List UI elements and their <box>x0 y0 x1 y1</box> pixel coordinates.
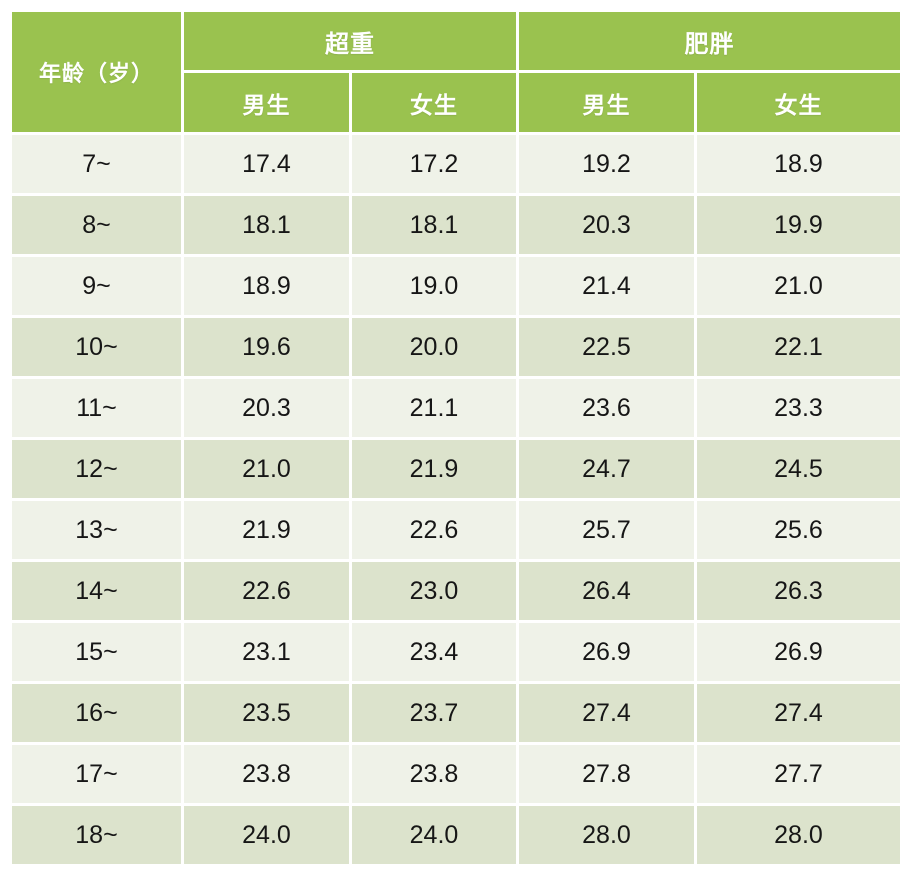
cell-overweight-male: 18.9 <box>184 257 352 318</box>
cell-overweight-male: 20.3 <box>184 379 352 440</box>
cell-obesity-male: 28.0 <box>519 806 697 864</box>
cell-overweight-male: 24.0 <box>184 806 352 864</box>
cell-overweight-male: 23.1 <box>184 623 352 684</box>
cell-age: 16~ <box>12 684 184 745</box>
cell-overweight-male: 22.6 <box>184 562 352 623</box>
cell-obesity-female: 26.9 <box>697 623 900 684</box>
cell-obesity-female: 25.6 <box>697 501 900 562</box>
cell-overweight-male: 19.6 <box>184 318 352 379</box>
cell-age: 11~ <box>12 379 184 440</box>
cell-overweight-male: 21.9 <box>184 501 352 562</box>
cell-overweight-female: 23.4 <box>352 623 519 684</box>
cell-obesity-male: 26.4 <box>519 562 697 623</box>
cell-overweight-female: 20.0 <box>352 318 519 379</box>
cell-obesity-male: 19.2 <box>519 135 697 196</box>
header-row-subgroups: 男生 女生 男生 女生 <box>12 73 900 135</box>
table-body: 7~ 17.4 17.2 19.2 18.9 8~ 18.1 18.1 20.3… <box>12 135 900 864</box>
header-age: 年龄（岁） <box>12 12 184 135</box>
cell-overweight-female: 23.0 <box>352 562 519 623</box>
table-row: 12~ 21.0 21.9 24.7 24.5 <box>12 440 900 501</box>
table-row: 15~ 23.1 23.4 26.9 26.9 <box>12 623 900 684</box>
header-overweight-female: 女生 <box>352 73 519 135</box>
cell-overweight-male: 18.1 <box>184 196 352 257</box>
header-row-groups: 年龄（岁） 超重 肥胖 <box>12 12 900 135</box>
cell-age: 17~ <box>12 745 184 806</box>
cell-obesity-female: 23.3 <box>697 379 900 440</box>
cell-obesity-female: 22.1 <box>697 318 900 379</box>
cell-age: 8~ <box>12 196 184 257</box>
cell-age: 15~ <box>12 623 184 684</box>
cell-overweight-male: 23.8 <box>184 745 352 806</box>
cell-obesity-female: 19.9 <box>697 196 900 257</box>
cell-age: 12~ <box>12 440 184 501</box>
cell-age: 9~ <box>12 257 184 318</box>
table-header: 年龄（岁） 超重 肥胖 男生 女生 男生 女生 <box>12 12 900 135</box>
cell-overweight-female: 21.9 <box>352 440 519 501</box>
table-row: 14~ 22.6 23.0 26.4 26.3 <box>12 562 900 623</box>
cell-obesity-male: 27.4 <box>519 684 697 745</box>
cell-overweight-male: 17.4 <box>184 135 352 196</box>
cell-obesity-male: 27.8 <box>519 745 697 806</box>
cell-overweight-female: 19.0 <box>352 257 519 318</box>
cell-overweight-female: 21.1 <box>352 379 519 440</box>
cell-overweight-female: 22.6 <box>352 501 519 562</box>
cell-obesity-female: 21.0 <box>697 257 900 318</box>
cell-overweight-female: 17.2 <box>352 135 519 196</box>
header-overweight-male: 男生 <box>184 73 352 135</box>
cell-obesity-male: 22.5 <box>519 318 697 379</box>
cell-obesity-female: 27.4 <box>697 684 900 745</box>
cell-obesity-female: 26.3 <box>697 562 900 623</box>
cell-overweight-female: 24.0 <box>352 806 519 864</box>
table-row: 8~ 18.1 18.1 20.3 19.9 <box>12 196 900 257</box>
header-group-obesity: 肥胖 <box>519 12 900 73</box>
table-row: 18~ 24.0 24.0 28.0 28.0 <box>12 806 900 864</box>
cell-age: 7~ <box>12 135 184 196</box>
cell-obesity-male: 21.4 <box>519 257 697 318</box>
header-group-overweight: 超重 <box>184 12 519 73</box>
cell-obesity-female: 27.7 <box>697 745 900 806</box>
cell-overweight-female: 23.7 <box>352 684 519 745</box>
cell-obesity-male: 25.7 <box>519 501 697 562</box>
cell-age: 18~ <box>12 806 184 864</box>
table-row: 7~ 17.4 17.2 19.2 18.9 <box>12 135 900 196</box>
cell-obesity-female: 24.5 <box>697 440 900 501</box>
cell-obesity-female: 18.9 <box>697 135 900 196</box>
table-row: 11~ 20.3 21.1 23.6 23.3 <box>12 379 900 440</box>
cell-age: 13~ <box>12 501 184 562</box>
header-obesity-female: 女生 <box>697 73 900 135</box>
cell-obesity-male: 20.3 <box>519 196 697 257</box>
bmi-reference-table-container: 年龄（岁） 超重 肥胖 男生 女生 男生 女生 7~ 17.4 17.2 19.… <box>12 12 900 864</box>
table-row: 9~ 18.9 19.0 21.4 21.0 <box>12 257 900 318</box>
cell-overweight-male: 23.5 <box>184 684 352 745</box>
cell-obesity-male: 26.9 <box>519 623 697 684</box>
table-row: 16~ 23.5 23.7 27.4 27.4 <box>12 684 900 745</box>
cell-age: 10~ <box>12 318 184 379</box>
cell-overweight-male: 21.0 <box>184 440 352 501</box>
cell-overweight-female: 18.1 <box>352 196 519 257</box>
bmi-reference-table: 年龄（岁） 超重 肥胖 男生 女生 男生 女生 7~ 17.4 17.2 19.… <box>12 12 900 864</box>
cell-obesity-male: 24.7 <box>519 440 697 501</box>
cell-obesity-female: 28.0 <box>697 806 900 864</box>
table-row: 10~ 19.6 20.0 22.5 22.1 <box>12 318 900 379</box>
header-obesity-male: 男生 <box>519 73 697 135</box>
cell-obesity-male: 23.6 <box>519 379 697 440</box>
table-row: 13~ 21.9 22.6 25.7 25.6 <box>12 501 900 562</box>
table-row: 17~ 23.8 23.8 27.8 27.7 <box>12 745 900 806</box>
cell-age: 14~ <box>12 562 184 623</box>
cell-overweight-female: 23.8 <box>352 745 519 806</box>
